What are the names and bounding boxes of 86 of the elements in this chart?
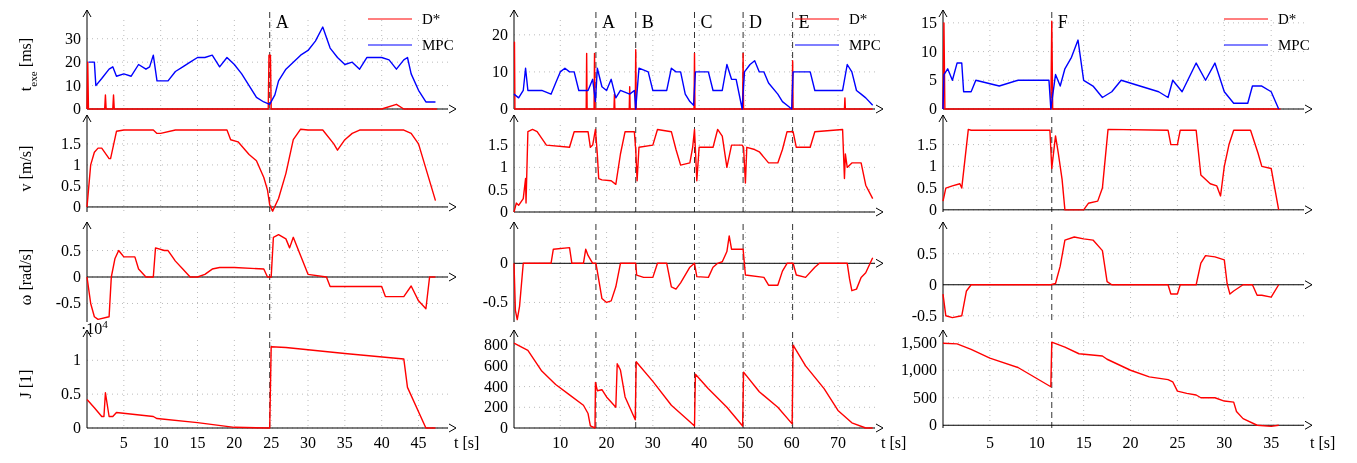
y-tick-label: 0	[73, 268, 81, 285]
ref-line-label: F	[1057, 12, 1068, 32]
y-tick-label: 1	[73, 155, 81, 173]
y-axis-title: J [1]	[17, 369, 34, 399]
y-tick-label: 5	[929, 71, 937, 89]
y-tick-label: 0.5	[917, 179, 937, 197]
x-axis-title: t [s]	[1310, 434, 1336, 451]
legend-label: MPC	[422, 37, 454, 53]
x-tick-label: 40	[373, 434, 390, 451]
y-tick-label: 30	[65, 29, 81, 47]
x-tick-label: 45	[410, 434, 427, 451]
annotation: ·10$^{4}$	[81, 318, 109, 337]
x-tick-label: 20	[226, 434, 243, 451]
y-tick-label: 20	[492, 25, 508, 43]
ref-line-label: E	[798, 12, 810, 32]
y-tick-label: 1	[73, 351, 81, 369]
y-tick-label: 0	[929, 275, 937, 293]
x-tick-label: 25	[263, 434, 280, 451]
y-tick-label: 0	[929, 200, 937, 218]
x-tick-label: 5	[119, 434, 128, 451]
y-axis-title: v [m/s]	[17, 145, 34, 192]
y-tick-label: 1,000	[901, 361, 937, 379]
x-tick-label: 15	[189, 434, 206, 451]
ref-line-label: C	[700, 12, 713, 32]
y-tick-label: 1.5	[488, 136, 508, 154]
y-tick-label: -0.5	[482, 293, 508, 311]
y-axis-title: ω [rad/s]	[17, 248, 34, 306]
x-tick-label: 10	[1028, 434, 1045, 451]
legend-label: MPC	[1278, 37, 1310, 53]
y-tick-label: 500	[913, 388, 937, 406]
y-tick-label: 15	[921, 13, 937, 31]
y-tick-label: 1.5	[61, 134, 81, 152]
y-tick-label: 400	[484, 377, 508, 395]
x-tick-label: 20	[1122, 434, 1139, 451]
y-tick-label: 1.5	[917, 135, 937, 153]
legend-label: D*	[849, 11, 868, 27]
y-tick-label: 0	[500, 100, 508, 117]
y-tick-label: 0	[500, 254, 508, 272]
legend-label: D*	[1278, 11, 1297, 27]
x-tick-label: 5	[985, 434, 994, 451]
y-tick-label: -0.5	[911, 306, 937, 324]
y-tick-label: 20	[65, 53, 81, 71]
y-tick-label: 0.5	[61, 385, 81, 403]
y-tick-label: 0.5	[917, 244, 937, 262]
ref-line-label: A	[601, 12, 615, 32]
x-tick-label: 25	[1169, 434, 1186, 451]
y-tick-label: 10	[492, 62, 508, 80]
y-tick-label: 0	[73, 100, 81, 117]
x-axis-title: t [s]	[881, 434, 907, 451]
x-axis-title: t [s]	[454, 434, 480, 451]
y-tick-label: 10	[65, 76, 81, 94]
x-tick-label: 60	[783, 434, 800, 451]
y-tick-label: 0	[500, 203, 508, 220]
x-tick-label: 35	[336, 434, 353, 451]
ref-line-label: A	[275, 12, 289, 32]
y-tick-label: 1	[500, 158, 508, 176]
x-tick-label: 10	[552, 434, 569, 451]
y-tick-label: 0	[929, 416, 937, 434]
y-tick-label: 0	[500, 419, 508, 436]
x-tick-label: 30	[1216, 434, 1233, 451]
x-tick-label: 70	[829, 434, 846, 451]
y-tick-label: 200	[484, 398, 508, 416]
y-tick-label: 0.5	[61, 176, 81, 194]
y-tick-label: 600	[484, 356, 508, 374]
ref-line-label: B	[641, 12, 654, 32]
y-tick-label: 800	[484, 336, 508, 354]
x-tick-label: 40	[691, 434, 708, 451]
ref-line-label: D	[749, 12, 763, 32]
y-tick-label: 0.5	[488, 180, 508, 198]
legend-label: D*	[422, 11, 441, 27]
y-tick-label: 0	[929, 100, 937, 117]
y-tick-label: 0	[73, 419, 81, 436]
y-tick-label: 10	[921, 42, 937, 60]
x-tick-label: 20	[598, 434, 615, 451]
x-tick-label: 15	[1075, 434, 1092, 451]
x-tick-label: 35	[1263, 434, 1280, 451]
legend-label: MPC	[849, 37, 881, 53]
y-tick-label: -0.5	[55, 294, 81, 312]
x-tick-label: 30	[300, 434, 317, 451]
x-tick-label: 10	[152, 434, 169, 451]
x-tick-label: 30	[644, 434, 661, 451]
y-tick-label: 0	[73, 197, 81, 215]
y-tick-label: 1,500	[901, 333, 937, 351]
y-tick-label: 1	[929, 157, 937, 175]
y-tick-label: 0.5	[61, 241, 81, 259]
x-tick-label: 50	[737, 434, 754, 451]
